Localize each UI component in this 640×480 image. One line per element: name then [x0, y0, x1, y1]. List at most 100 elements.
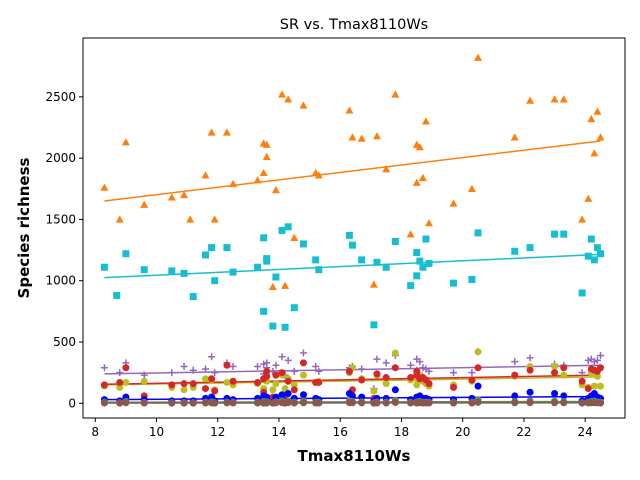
- data-point: [290, 386, 298, 394]
- data-point: [511, 392, 519, 400]
- data-point: [590, 382, 598, 390]
- data-point: [201, 171, 210, 179]
- data-point: [263, 399, 271, 407]
- data-point: [223, 399, 231, 407]
- data-point: [551, 363, 559, 371]
- x-tick-label: 18: [394, 425, 409, 439]
- data-point: [262, 140, 271, 148]
- data-point: [578, 215, 587, 223]
- y-tick-label: 2500: [45, 90, 76, 104]
- data-point: [369, 280, 378, 288]
- y-tick-label: 0: [68, 396, 76, 410]
- data-point: [269, 386, 277, 394]
- data-point: [290, 367, 298, 375]
- data-point: [373, 258, 381, 266]
- data-point: [450, 369, 458, 377]
- data-point: [116, 378, 124, 386]
- x-axis-label: Tmax8110Ws: [298, 447, 411, 465]
- series-1: [100, 223, 605, 331]
- data-points: [100, 53, 605, 407]
- data-point: [597, 399, 605, 407]
- data-point: [168, 267, 176, 275]
- x-tick-label: 16: [333, 425, 348, 439]
- data-point: [474, 382, 482, 390]
- data-point: [551, 389, 559, 397]
- data-point: [100, 263, 108, 271]
- data-point: [272, 380, 280, 388]
- data-point: [560, 364, 568, 372]
- data-point: [590, 256, 598, 264]
- data-point: [272, 371, 280, 379]
- data-point: [468, 369, 476, 377]
- data-point: [593, 372, 601, 380]
- y-axis-label: Species richness: [15, 157, 33, 298]
- data-point: [373, 355, 381, 363]
- data-point: [262, 152, 271, 161]
- data-point: [526, 244, 534, 252]
- data-point: [468, 376, 476, 384]
- data-point: [140, 399, 148, 407]
- data-point: [100, 381, 108, 389]
- data-point: [208, 353, 216, 361]
- data-point: [413, 272, 421, 280]
- data-point: [391, 237, 399, 245]
- x-axis: 8 10 12 14 16 18 20 22 24: [91, 418, 593, 439]
- data-point: [140, 266, 148, 274]
- data-point: [551, 369, 559, 377]
- data-point: [584, 194, 593, 202]
- data-point: [593, 356, 601, 364]
- data-point: [116, 369, 124, 377]
- data-point: [526, 96, 535, 104]
- data-point: [208, 244, 216, 252]
- data-point: [526, 399, 534, 407]
- data-point: [474, 398, 482, 406]
- series-0: [100, 53, 605, 291]
- data-point: [211, 399, 219, 407]
- y-tick-label: 1000: [45, 274, 76, 288]
- data-point: [593, 107, 602, 115]
- data-point: [278, 226, 286, 234]
- data-point: [189, 366, 197, 374]
- data-point: [278, 90, 287, 98]
- data-point: [299, 349, 307, 357]
- data-point: [416, 257, 424, 265]
- data-point: [584, 385, 592, 393]
- data-point: [168, 381, 176, 389]
- data-point: [597, 351, 605, 359]
- data-point: [229, 399, 237, 407]
- data-point: [560, 230, 568, 238]
- data-point: [207, 128, 216, 136]
- data-point: [201, 385, 209, 393]
- data-point: [122, 378, 130, 386]
- data-point: [415, 143, 424, 151]
- data-point: [587, 235, 595, 243]
- data-point: [268, 282, 277, 291]
- data-point: [406, 230, 415, 238]
- data-point: [511, 358, 519, 366]
- data-point: [312, 256, 320, 264]
- data-point: [551, 399, 559, 407]
- data-point: [345, 367, 353, 375]
- data-point: [370, 387, 378, 395]
- data-point: [269, 322, 277, 330]
- y-tick-label: 1500: [45, 212, 76, 226]
- data-point: [370, 321, 378, 329]
- data-point: [189, 380, 197, 388]
- data-point: [418, 173, 427, 181]
- data-point: [113, 291, 121, 299]
- data-point: [180, 190, 189, 199]
- data-point: [223, 361, 231, 369]
- data-point: [281, 281, 290, 289]
- data-point: [254, 263, 262, 271]
- data-point: [211, 369, 219, 377]
- data-point: [168, 399, 176, 407]
- data-point: [467, 184, 476, 192]
- data-point: [254, 399, 262, 407]
- x-tick-label: 22: [516, 425, 531, 439]
- data-point: [100, 183, 109, 191]
- data-point: [382, 380, 390, 388]
- data-point: [596, 133, 605, 141]
- data-point: [358, 399, 366, 407]
